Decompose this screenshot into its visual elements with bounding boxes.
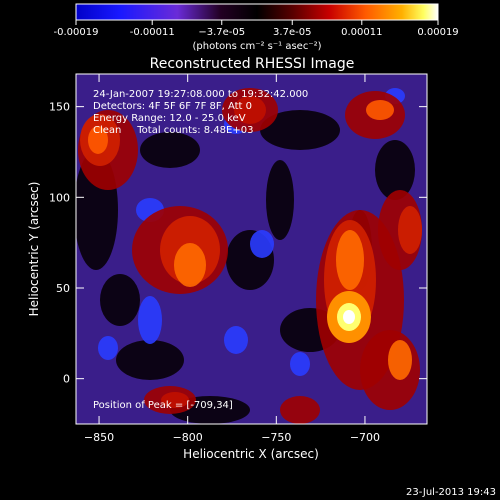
colorbar-tick-label: -0.00011 <box>130 27 175 38</box>
colorbar-ticks <box>75 20 439 25</box>
colorbar <box>75 3 439 21</box>
colorbar-tick-label: 0.00011 <box>341 27 382 38</box>
colorbar-tick-label: -0.00019 <box>54 27 99 38</box>
x-tick-label: −850 <box>84 431 114 444</box>
chart-title: Reconstructed RHESSI Image <box>150 56 355 72</box>
y-tick-label: 100 <box>49 191 70 204</box>
x-tick-label: −800 <box>173 431 203 444</box>
x-tick-label: −700 <box>350 431 380 444</box>
x-axis-label: Heliocentric X (arcsec) <box>183 447 319 461</box>
y-axis-label: Heliocentric Y (arcsec) <box>27 182 41 317</box>
y-tick-label: 50 <box>56 282 70 295</box>
y-axis-ticks: 0 50 100 150 <box>49 101 427 386</box>
image-area <box>76 74 427 424</box>
y-tick-label: 0 <box>63 373 70 386</box>
colorbar-tick-label: 0.00019 <box>417 27 458 38</box>
y-tick-label: 150 <box>49 101 70 114</box>
x-tick-label: −750 <box>261 431 291 444</box>
annotation-clean-info: Clean Total counts: 8.48E+03 <box>93 125 253 136</box>
footer-timestamp: 23-Jul-2013 19:43 <box>406 487 496 498</box>
annotation-time-range: 24-Jan-2007 19:27:08.000 to 19:32:42.000 <box>93 89 308 100</box>
annotation-energy-range: Energy Range: 12.0 - 25.0 keV <box>93 113 246 124</box>
x-axis-ticks: −850 −800 −750 −700 <box>84 74 380 444</box>
colorbar-tick-label: 3.7e-05 <box>273 27 311 38</box>
annotation-detectors: Detectors: 4F 5F 6F 7F 8F, Att 0 <box>93 101 252 112</box>
colorbar-tick-labels: -0.00019 -0.00011 −3.7e-05 3.7e-05 0.00011 0.… <box>54 27 459 38</box>
annotation-peak-position: Position of Peak = [-709,34] <box>93 400 233 411</box>
plot-frame <box>75 73 428 425</box>
colorbar-unit-label: (photons cm⁻² s⁻¹ asec⁻²) <box>192 41 321 52</box>
colorbar-tick-label: −3.7e-05 <box>198 27 245 38</box>
